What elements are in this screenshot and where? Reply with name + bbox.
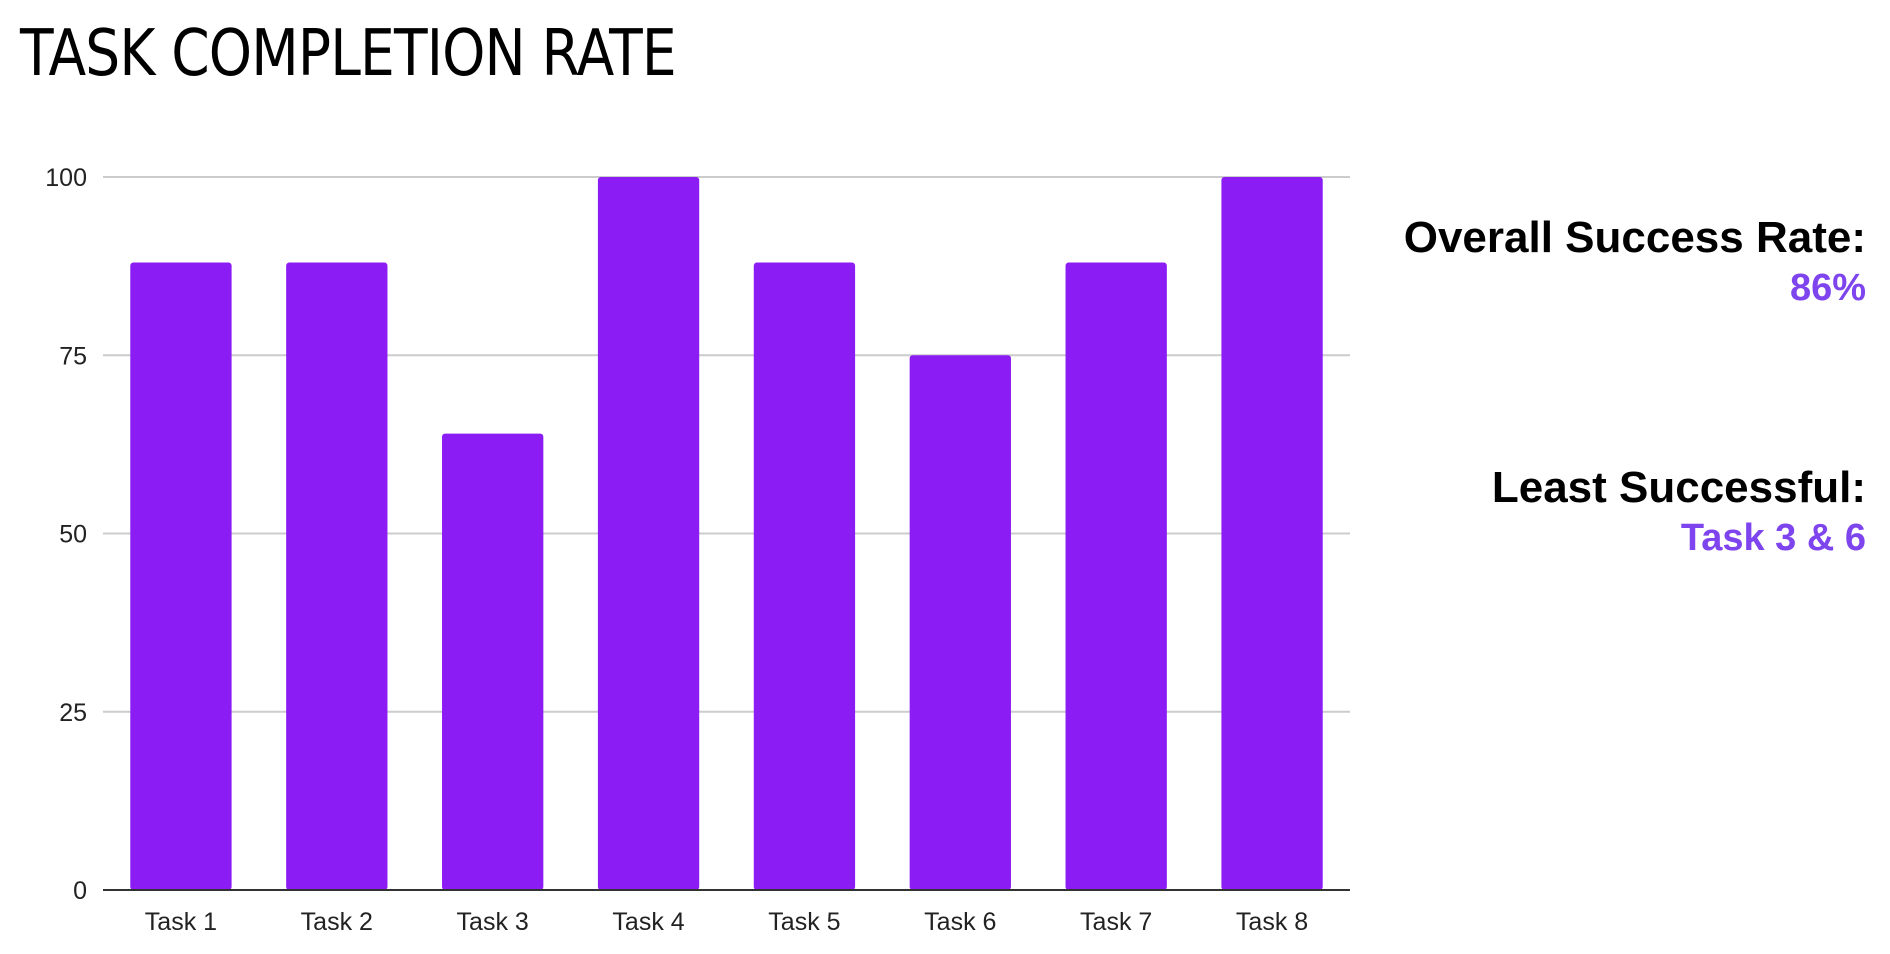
bar-task-4 bbox=[597, 177, 700, 890]
x-tick-label: Task 7 bbox=[1080, 908, 1152, 936]
least-successful-value: Task 3 & 6 bbox=[1680, 517, 1866, 559]
x-tick-label: Task 3 bbox=[457, 908, 529, 936]
x-tick-labels: Task 1 Task 2 Task 3 Task 4 Task 5 Task 6 Task… bbox=[145, 908, 1308, 936]
y-tick-label: 0 bbox=[73, 877, 87, 905]
x-tick-label: Task 2 bbox=[301, 908, 373, 936]
x-tick-label: Task 8 bbox=[1236, 908, 1308, 936]
x-tick-label: Task 4 bbox=[612, 908, 684, 936]
bar-task-7 bbox=[1065, 262, 1167, 890]
x-tick-label: Task 1 bbox=[145, 908, 217, 936]
y-tick-label: 50 bbox=[59, 521, 87, 549]
x-tick-label: Task 5 bbox=[768, 908, 840, 936]
x-tick-label: Task 6 bbox=[924, 908, 996, 936]
bar-task-5 bbox=[753, 262, 856, 890]
overall-success-label: Overall Success Rate: bbox=[1403, 213, 1866, 262]
y-tick-label: 100 bbox=[45, 164, 87, 192]
bar-task-6 bbox=[909, 355, 1011, 890]
overall-success-summary: Overall Success Rate: 86% bbox=[1404, 212, 1866, 312]
bar-task-3 bbox=[442, 433, 544, 890]
y-tick-labels: 0 25 50 75 100 bbox=[45, 164, 87, 905]
y-tick-label: 75 bbox=[59, 342, 87, 370]
bar-task-1 bbox=[130, 262, 232, 890]
least-successful-summary: Least Successful: Task 3 & 6 bbox=[1492, 462, 1866, 562]
bar-task-8 bbox=[1221, 177, 1323, 890]
y-tick-label: 25 bbox=[59, 699, 87, 727]
page-title: TASK COMPLETION RATE bbox=[20, 17, 677, 91]
overall-success-value: 86% bbox=[1789, 267, 1866, 309]
least-successful-label: Least Successful: bbox=[1491, 463, 1866, 512]
bar-task-2 bbox=[286, 262, 388, 890]
bars bbox=[130, 177, 1323, 890]
